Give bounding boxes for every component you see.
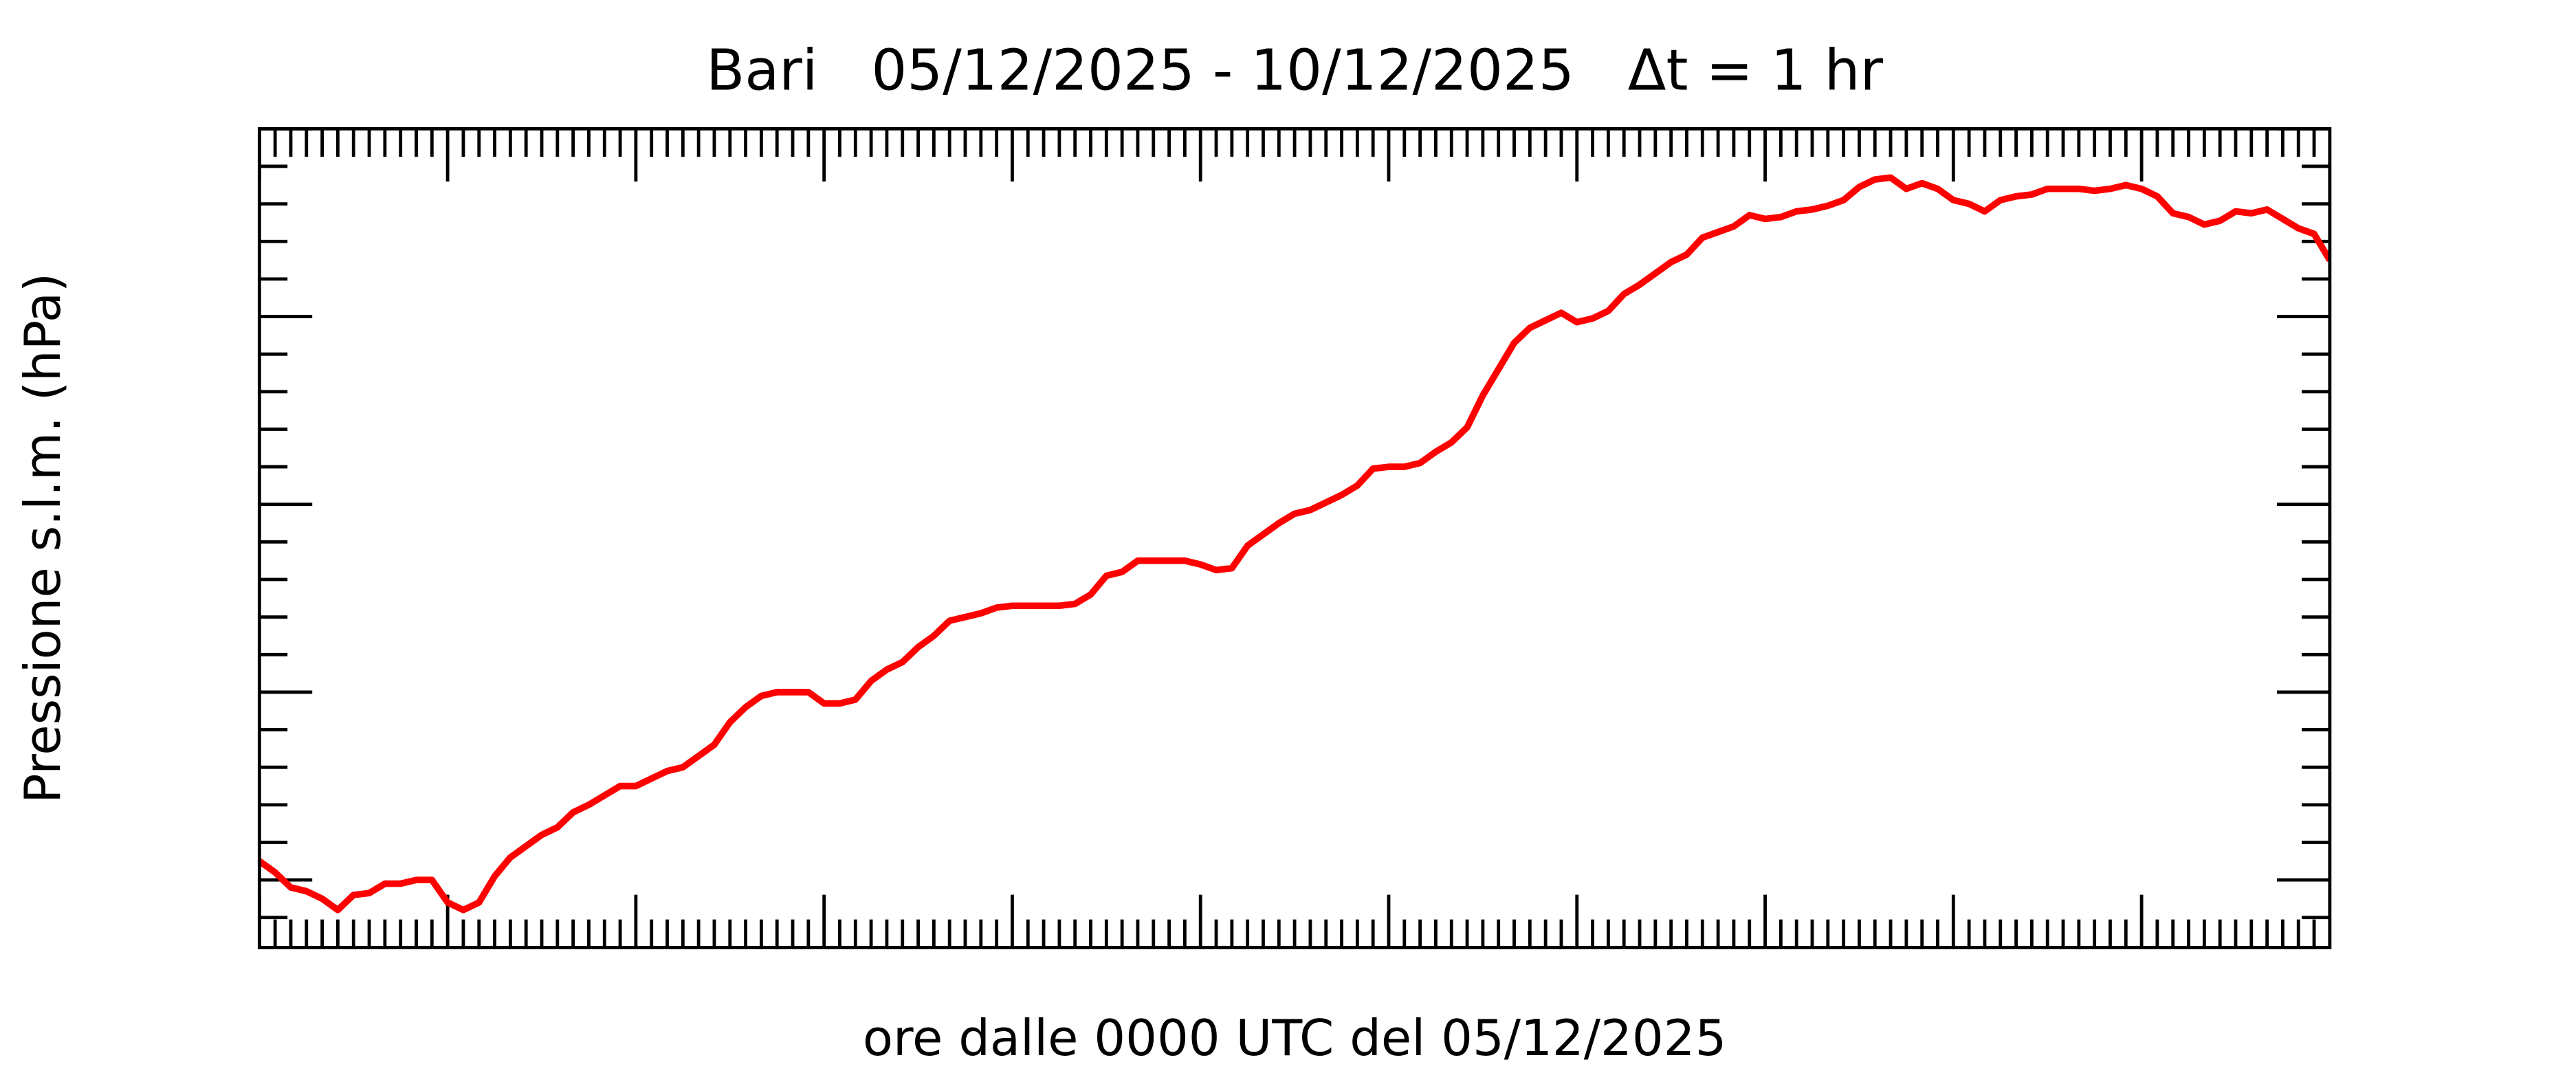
plot-area: 0122436486072849610812013210051010101510… [259, 129, 2330, 948]
plot-frame [257, 126, 2332, 949]
chart-title: Bari 05/12/2025 - 10/12/2025 Δt = 1 hr [706, 38, 1883, 104]
y-axis-label: Pressione s.l.m. (hPa) [14, 273, 71, 804]
x-axis-label: ore dalle 0000 UTC del 05/12/2025 [863, 1009, 1726, 1067]
data-line [259, 174, 2330, 914]
